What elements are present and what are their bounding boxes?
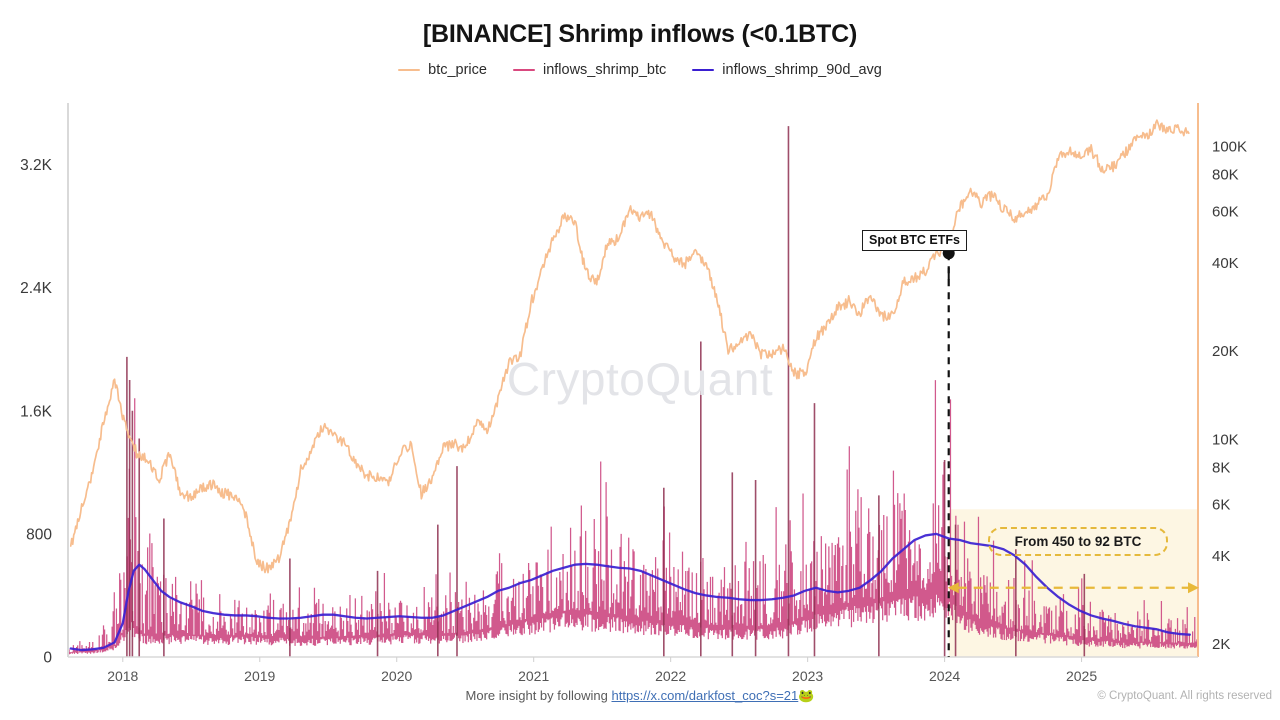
x-tick-label: 2021 [518, 668, 549, 684]
y-right-tick-label: 20K [1212, 343, 1239, 360]
x-tick-label: 2025 [1066, 668, 1097, 684]
legend-label: btc_price [428, 62, 487, 78]
legend-item-inflows-shrimp-90d-avg[interactable]: inflows_shrimp_90d_avg [692, 62, 882, 78]
y-right-tick-label: 8K [1212, 460, 1230, 477]
page-title: [BINANCE] Shrimp inflows (<0.1BTC) [422, 20, 858, 48]
legend-swatch-icon [398, 68, 421, 72]
legend-item-btc-price[interactable]: btc_price [398, 62, 487, 78]
x-tick-label: 2020 [381, 668, 412, 684]
footer-link[interactable]: https://x.com/darkfost_coc?s=21 [611, 688, 799, 703]
legend-swatch-icon [692, 68, 715, 72]
footer-note: More insight by following https://x.com/… [0, 688, 1280, 704]
annotation-spot-btc-etfs: Spot BTC ETFs [862, 230, 967, 252]
y-left-tick-label: 0 [43, 650, 52, 667]
x-tick-label: 2018 [107, 668, 138, 684]
x-tick-label: 2023 [792, 668, 823, 684]
y-right-tick-label: 40K [1212, 255, 1239, 272]
x-tick-label: 2024 [929, 668, 960, 684]
y-right-tick-label: 60K [1212, 203, 1239, 220]
y-left-tick-label: 800 [26, 526, 52, 543]
y-right-tick-label: 80K [1212, 167, 1239, 184]
y-right-tick-label: 6K [1212, 496, 1230, 513]
y-left-tick-label: 1.6K [20, 403, 53, 420]
y-right-tick-label: 100K [1212, 138, 1247, 155]
y-left-tick-label: 2.4K [20, 280, 53, 297]
frog-icon: 🐸 [798, 688, 815, 703]
copyright-notice: © CryptoQuant. All rights reserved [1097, 690, 1272, 702]
x-tick-label: 2022 [655, 668, 686, 684]
x-tick-label: 2019 [244, 668, 275, 684]
y-right-tick-label: 10K [1212, 431, 1239, 448]
decline-arrow-head-left [947, 582, 959, 594]
legend-item-inflows-shrimp-btc[interactable]: inflows_shrimp_btc [512, 62, 667, 78]
legend-swatch-icon [512, 68, 535, 72]
decline-arrow-head-right [1188, 582, 1199, 594]
series-btc-price [69, 119, 1190, 574]
chart-legend: btc_price inflows_shrimp_btc inflows_shrim… [0, 62, 1280, 78]
y-right-tick-label: 4K [1212, 548, 1230, 565]
legend-label: inflows_shrimp_btc [542, 62, 667, 78]
y-left-tick-label: 3.2K [20, 157, 53, 174]
y-right-tick-label: 2K [1212, 636, 1230, 653]
series-inflows-shrimp-btc [67, 126, 1199, 657]
annotation-inflow-range: From 450 to 92 BTC [988, 527, 1168, 556]
legend-label: inflows_shrimp_90d_avg [722, 62, 882, 78]
footer-prefix: More insight by following [465, 688, 612, 703]
